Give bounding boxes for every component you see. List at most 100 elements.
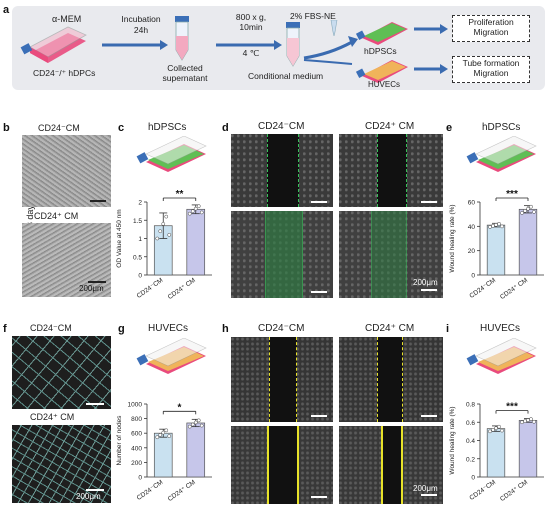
y-tick-label: 1.5 bbox=[133, 218, 142, 225]
h-micrograph-neg-0h bbox=[231, 337, 333, 422]
incubation-label: Incubation 24h bbox=[121, 14, 161, 35]
data-point bbox=[199, 423, 204, 428]
bar bbox=[186, 422, 206, 478]
significance-label: * bbox=[178, 402, 182, 413]
y-tick-label: 0.6 bbox=[466, 420, 475, 427]
y-tick-label: 1000 bbox=[128, 402, 143, 409]
y-axis-label: Wound healing rate (%) bbox=[449, 204, 456, 272]
chart-i: 0 0.2 0.4 0.6 0.8 Wound healing rate (%) CD24⁻… bbox=[449, 402, 544, 503]
y-tick-label: 0.4 bbox=[466, 438, 475, 445]
bar bbox=[186, 208, 206, 276]
y-tick-label: 20 bbox=[468, 248, 476, 255]
i-flask-icon bbox=[466, 338, 537, 374]
y-tick-label: 0 bbox=[471, 273, 475, 280]
panel-label-i: i bbox=[446, 323, 450, 335]
h-micrograph-neg-24h bbox=[231, 426, 333, 504]
y-tick-label: 0.2 bbox=[466, 456, 475, 463]
arrow-3 bbox=[303, 36, 358, 65]
huvec-flask-icon bbox=[356, 60, 408, 83]
culture-flask-icon bbox=[20, 26, 87, 63]
y-tick-label: 2 bbox=[138, 200, 142, 207]
data-point bbox=[526, 206, 530, 211]
cells-label: CD24⁻/⁺ hDPCs bbox=[33, 68, 96, 78]
data-point bbox=[488, 225, 492, 229]
b-scalebar-top bbox=[90, 200, 106, 202]
f-micrograph-pos: 200μm bbox=[12, 425, 111, 503]
f-top-label: CD24⁻CM bbox=[30, 323, 72, 333]
data-point bbox=[532, 419, 536, 424]
y-tick-label: 200 bbox=[131, 460, 142, 467]
dropper-icon bbox=[330, 20, 338, 36]
data-point bbox=[158, 433, 163, 437]
arrow-5 bbox=[414, 64, 448, 74]
hdpscs-label: hDPSCs bbox=[364, 46, 397, 56]
g-title: HUVECs bbox=[148, 323, 189, 334]
g-flask-icon bbox=[136, 338, 207, 374]
bar bbox=[486, 428, 506, 478]
data-point bbox=[161, 430, 166, 435]
data-point bbox=[193, 420, 198, 425]
h-left-label: CD24⁻CM bbox=[258, 323, 305, 334]
data-point bbox=[167, 233, 172, 237]
bar bbox=[486, 224, 506, 276]
significance-label: *** bbox=[506, 189, 518, 200]
panel-label-g: g bbox=[118, 323, 125, 335]
data-point bbox=[167, 434, 172, 438]
panel-label-h: h bbox=[222, 323, 229, 335]
collected-label: Collected supernatant bbox=[162, 63, 208, 83]
significance-label: *** bbox=[506, 402, 518, 413]
y-tick-label: 0.8 bbox=[466, 402, 475, 409]
conditional-label: Conditional medium bbox=[248, 71, 324, 81]
arrow-4 bbox=[414, 24, 448, 34]
y-tick-label: 40 bbox=[468, 224, 476, 231]
h-micrograph-pos-0h bbox=[339, 337, 443, 422]
d-micrograph-neg-0h bbox=[231, 134, 333, 207]
b-micrograph-pos bbox=[22, 223, 111, 297]
h-right-label: CD24⁺ CM bbox=[365, 323, 415, 334]
y-axis-label: Wound healing rate (%) bbox=[449, 406, 456, 474]
data-point bbox=[155, 236, 160, 241]
significance-label: ** bbox=[176, 189, 184, 200]
y-tick-label: 0 bbox=[471, 475, 475, 482]
data-point bbox=[196, 204, 201, 209]
arrow-1 bbox=[102, 40, 168, 50]
y-tick-label: 800 bbox=[131, 416, 142, 423]
d-left-label: CD24⁻CM bbox=[258, 121, 305, 132]
e-title: hDPSCs bbox=[482, 122, 521, 133]
x-tick-label: CD24⁺ CM bbox=[499, 277, 529, 301]
h-micrograph-pos-24h: 200μm bbox=[339, 426, 443, 504]
x-tick-label: CD24⁻CM bbox=[468, 277, 497, 300]
y-tick-label: 60 bbox=[468, 200, 476, 207]
f-micrograph-neg bbox=[12, 336, 111, 409]
data-point bbox=[164, 428, 169, 433]
h-scale-text: 200μm bbox=[413, 484, 438, 493]
data-point bbox=[187, 424, 192, 429]
panel-label-b: b bbox=[3, 122, 10, 134]
data-point bbox=[494, 223, 498, 227]
data-point bbox=[529, 417, 533, 421]
data-point bbox=[161, 222, 166, 226]
d-scale-text: 200μm bbox=[413, 278, 438, 287]
panel-label-a: a bbox=[3, 4, 10, 16]
x-tick-label: CD24⁻CM bbox=[136, 479, 165, 502]
temperature-label: 4 ℃ bbox=[242, 48, 260, 58]
b-scale-text: 200μm bbox=[79, 284, 104, 293]
i-title: HUVECs bbox=[480, 323, 521, 334]
data-point bbox=[488, 429, 492, 434]
y-tick-label: 400 bbox=[131, 445, 142, 452]
f-scale-text: 200μm bbox=[76, 492, 101, 501]
data-point bbox=[158, 229, 163, 234]
centrifuge-label: 800 x g, 10min bbox=[235, 12, 267, 32]
data-point bbox=[500, 428, 504, 433]
x-tick-label: CD24⁺ CM bbox=[167, 479, 197, 503]
chart-g: 0 200 400 600 800 1000 Number of nodes CD24⁻CM C… bbox=[116, 402, 212, 503]
data-point bbox=[526, 418, 530, 423]
data-point bbox=[532, 210, 536, 214]
c-flask-icon bbox=[136, 136, 207, 172]
data-point bbox=[199, 210, 204, 215]
data-point bbox=[193, 206, 198, 211]
chart-c: 0 0.5 1 1.5 2 OD Value at 450 nm CD24⁻CM CD24⁺ … bbox=[116, 189, 212, 301]
data-point bbox=[155, 435, 160, 440]
data-point bbox=[196, 418, 201, 423]
data-point bbox=[523, 209, 527, 213]
